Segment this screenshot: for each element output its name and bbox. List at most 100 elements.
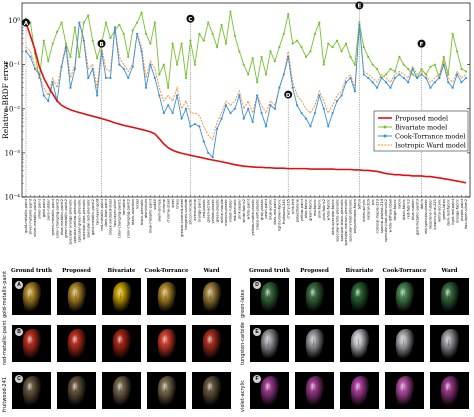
series-point <box>122 32 125 35</box>
render-tile <box>385 278 424 315</box>
x-tick-label: green-plastic <box>215 199 219 222</box>
series-point <box>224 104 228 107</box>
render-tile <box>340 325 379 362</box>
x-tick-label: violet-rubber <box>229 198 233 222</box>
series-point <box>340 50 343 53</box>
head-render <box>67 282 87 312</box>
series-point <box>464 76 468 80</box>
series-point <box>247 73 250 76</box>
x-tick-label: pvc <box>371 199 375 205</box>
x-tick-label: silver-metallic-paint2 <box>33 199 37 237</box>
series-point <box>420 67 423 71</box>
series-point <box>193 122 196 126</box>
x-tick-label: pink-fabric2 <box>322 199 326 220</box>
x-tick-label: specular-maroon-phenolic <box>344 199 348 246</box>
series-point <box>402 76 405 80</box>
series-point <box>411 67 414 71</box>
series-point <box>269 104 272 107</box>
column-header: Cook-Torrance <box>144 268 189 274</box>
legend-label: Bivariate model <box>395 123 447 131</box>
column-header: Ground truth <box>11 268 52 274</box>
x-tick-label: green-acrylic <box>206 199 210 222</box>
x-tick-label: green-metallic-paint <box>51 198 55 235</box>
series-point <box>322 63 325 66</box>
series-point <box>291 86 294 89</box>
column-header: Ward <box>441 268 458 274</box>
render-tile <box>385 372 424 409</box>
x-tick-label: pure-rubber <box>46 198 50 220</box>
legend-label: Proposed model <box>395 114 448 122</box>
series-point <box>380 76 383 80</box>
x-tick-label: dark-red-paint <box>273 198 277 224</box>
legend-label: Cook-Torrance model <box>395 132 465 140</box>
x-tick-label: chrome <box>162 198 166 212</box>
series-point <box>309 125 312 128</box>
series-point <box>73 26 76 29</box>
x-tick-label: gray-plastic <box>260 199 264 220</box>
x-tick-label: ss440 <box>153 198 157 209</box>
series-point <box>104 21 108 24</box>
x-tick-label: two-layer-gold <box>95 199 99 225</box>
series-point <box>353 63 356 66</box>
x-tick-label: brass <box>175 199 179 209</box>
series-point <box>144 32 148 35</box>
series-point <box>171 42 174 45</box>
x-tick-label: blue-acrylic <box>269 199 273 220</box>
series-point <box>371 63 374 66</box>
y-tick-label: 10⁻² <box>5 105 21 113</box>
series-point <box>140 50 143 53</box>
render-tile <box>147 278 186 315</box>
series-point <box>224 42 228 45</box>
head-render <box>67 376 87 406</box>
series-point <box>229 10 232 13</box>
x-tick-label: white-fabric <box>326 199 330 220</box>
render-tile <box>295 325 334 362</box>
series-point <box>69 55 72 58</box>
x-tick-label: aluminium <box>144 199 148 219</box>
head-render <box>440 376 460 406</box>
x-tick-label: dark-red-fabric <box>446 199 450 226</box>
series-point <box>42 39 45 42</box>
series-point <box>198 32 201 35</box>
x-tick-label: teflon <box>358 199 362 209</box>
head-render <box>260 329 280 359</box>
series-point <box>158 94 161 97</box>
series-point <box>433 81 436 84</box>
legend-label: Isotropic Ward model <box>395 141 466 149</box>
head-render <box>440 282 460 312</box>
head-render <box>22 376 42 406</box>
marker-label: A <box>24 21 29 27</box>
series-point <box>251 57 254 60</box>
series-line-proposed-model <box>25 22 467 184</box>
series-point <box>420 73 423 76</box>
marker-label: C <box>188 17 192 23</box>
x-tick-label: violet-acrylic <box>362 199 366 222</box>
series-point <box>176 63 179 66</box>
series-point <box>82 21 85 24</box>
x-tick-label: specular-blue-phenolic <box>82 199 86 240</box>
series-point <box>358 23 361 26</box>
head-render <box>260 376 280 406</box>
head-render <box>22 282 42 312</box>
render-tile <box>192 325 231 362</box>
x-tick-label: red-fabric <box>313 199 317 216</box>
series-point <box>376 86 379 89</box>
series-point <box>176 94 179 97</box>
series-point <box>216 127 219 130</box>
series-point <box>442 63 445 66</box>
render-tile <box>430 372 469 409</box>
series-point <box>118 63 121 66</box>
x-tick-label: light-brown-fabric <box>278 199 282 231</box>
series-point <box>220 23 223 26</box>
series-point <box>100 50 103 53</box>
series-point <box>64 42 68 45</box>
x-tick-label: nickel <box>135 199 139 209</box>
series-point <box>51 81 54 84</box>
series-point <box>193 63 196 66</box>
render-tile <box>295 278 334 315</box>
x-tick-label: two-layer-silver <box>113 198 117 226</box>
series-point <box>69 86 72 89</box>
series-point <box>264 73 268 76</box>
series-point <box>180 42 183 45</box>
